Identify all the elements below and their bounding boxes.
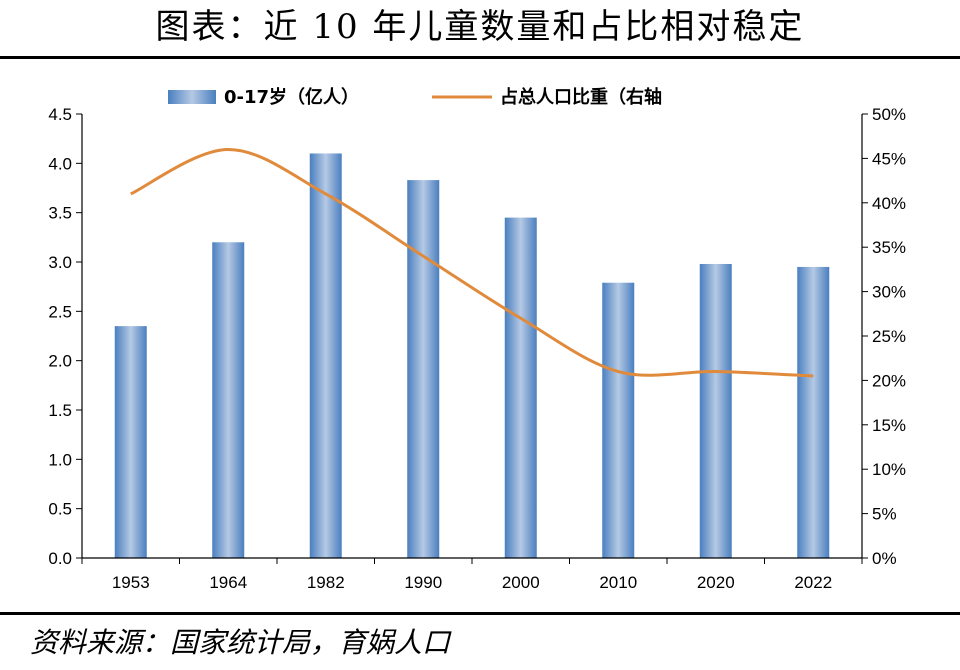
right-tick-label: 15% [872,416,906,435]
x-axis-labels: 1953 1964 1982 1990 2000 2010 2020 2022 [81,557,863,592]
top-rule [0,56,960,59]
bar [212,242,245,558]
chart-title: 图表：近 10 年儿童数量和占比相对稳定 [155,7,805,47]
right-tick-label: 0% [872,549,897,568]
legend: 0-17岁（亿人） 占总人口比重（右轴 [168,86,662,108]
right-tick-label: 30% [872,283,906,302]
legend-bar-swatch [168,90,216,104]
left-tick-label: 3.5 [48,204,72,223]
right-tick-label: 45% [872,149,906,168]
right-tick-label: 35% [872,238,906,257]
bar [797,266,830,558]
line-series [130,148,814,378]
left-tick-label: 1.0 [48,450,72,469]
left-tick-label: 2.5 [48,302,72,321]
share-line [130,148,814,378]
right-tick-label: 50% [872,105,906,124]
x-tick-label: 2022 [794,573,832,592]
left-tick-label: 0.0 [48,549,72,568]
legend-bar-label: 0-17岁（亿人） [224,86,359,108]
right-tick-label: 40% [872,194,906,213]
x-tick-label: 2020 [697,573,735,592]
x-tick-label: 1982 [307,573,345,592]
x-tick-label: 1953 [112,573,150,592]
bar [309,153,342,558]
right-tick-label: 10% [872,460,906,479]
left-tick-label: 4.0 [48,154,72,173]
left-axis: 0.0 0.5 1.0 1.5 2.0 2.5 3.0 3.5 4.0 4.5 [48,105,83,568]
bar [407,180,440,558]
x-tick-label: 1964 [209,573,247,592]
left-tick-label: 4.5 [48,105,72,124]
source-note: 资料来源：国家统计局，育娲人口 [30,626,451,659]
legend-line-label: 占总人口比重（右轴 [500,86,662,108]
x-tick-label: 1990 [404,573,442,592]
right-tick-label: 5% [872,505,897,524]
right-axis: 0% 5% 10% 15% 20% 25% 30% 35% 40% 45% 50% [861,105,906,568]
left-tick-label: 3.0 [48,253,72,272]
bar-series [114,153,830,558]
right-tick-label: 20% [872,371,906,390]
chart-canvas: 0.0 0.5 1.0 1.5 2.0 2.5 3.0 3.5 4.0 4.5 0% 5% 10% 15… [48,86,906,592]
bar [602,282,635,558]
bottom-rule [0,612,960,615]
x-tick-label: 2000 [502,573,540,592]
bar [114,326,147,558]
left-tick-label: 1.5 [48,401,72,420]
left-tick-label: 0.5 [48,500,72,519]
left-tick-label: 2.0 [48,352,72,371]
bar [699,263,732,558]
right-tick-label: 25% [872,327,906,346]
x-tick-label: 2010 [599,573,637,592]
bar [504,217,537,558]
